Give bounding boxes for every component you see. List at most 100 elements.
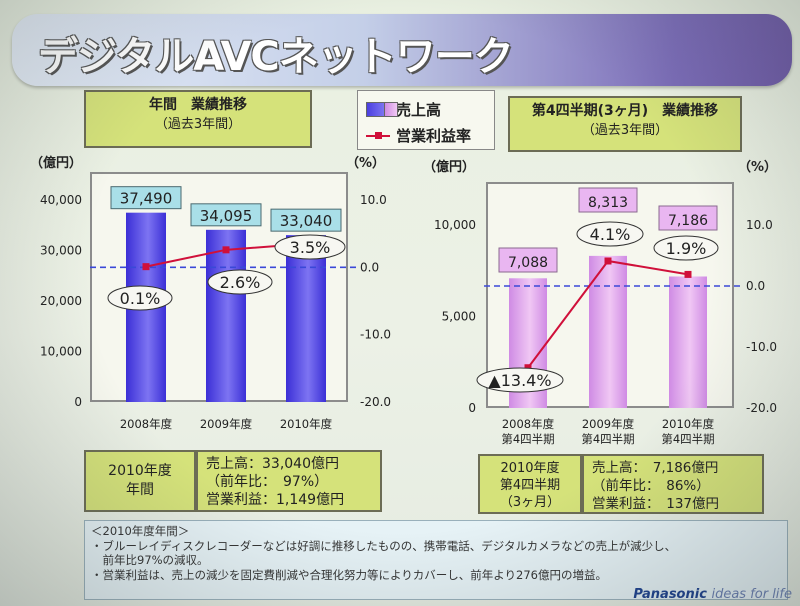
right-chart-yunit: （億円） [423,160,476,175]
q4-ytick-left: 5,000 [442,310,476,324]
q4-category-label: 第4四半期 [581,432,634,446]
annual-margin-ellipse [207,269,273,295]
q4-header: 第4四半期(3ヶ月) 業績推移 （過去3年間） [508,96,742,152]
q4-summary-yoy: （前年比： 86%） [592,478,710,494]
annual-header-title: 年間 業績推移 [149,97,247,113]
q4-ytick-right: -20.0 [746,401,777,415]
q4-ytick-right: 10.0 [746,218,773,232]
annual-ytick-left: 10,000 [40,345,82,359]
q4-margin-label: ▲13.4% [488,371,551,390]
q4-margin-ellipse [653,235,719,261]
legend-sales: 売上高 [366,99,441,120]
q4-header-title: 第4四半期(3ヶ月) 業績推移 [531,103,719,119]
annual-margin-label: 3.5% [290,238,331,257]
q4-margin-ellipse [576,221,644,247]
annual-header: 年間 業績推移 （過去3年間） [84,90,312,148]
annual-summary-period-line1: 2010年度 [108,463,172,479]
annual-ytick-right: 0.0 [360,260,379,274]
legend-sales-swatch [366,102,398,117]
annual-ytick-left: 30,000 [40,244,82,258]
annual-summary-detail: 売上高：33,040億円 （前年比： 97%） 営業利益：1,149億円 [196,450,382,512]
brand-logo: Panasonic ideas for life [633,587,792,602]
left-chart-y2unit: （%） [346,156,386,171]
annual-summary-sales: 売上高：33,040億円 [206,456,339,472]
q4-value-label: 7,186 [668,213,708,229]
q4-category-label: 第4四半期 [501,432,554,446]
annual-margin-point [222,246,230,254]
slide-title: デジタルAVCネットワーク [38,34,514,80]
q4-ytick-right: -10.0 [746,340,777,354]
annual-ytick-right: 10.0 [360,193,387,207]
q4-summary-sales: 売上高： 7,186億円 [592,460,719,476]
annual-margin-ellipse [107,285,173,311]
note-line1: ・ブルーレイディスクレコーダーなどは好調に推移したものの、携帯電話、デジタルカメ… [91,538,677,553]
annual-margin-point [142,263,150,271]
annual-value-box [190,203,262,227]
annual-notes: ＜2010年度年間＞ ・ブルーレイディスクレコーダーなどは好調に推移したものの、… [84,520,788,600]
q4-margin-point [604,257,612,265]
q4-bar [669,276,707,408]
q4-category-label: 2008年度 [502,417,555,431]
q4-category-label: 第4四半期 [661,432,714,446]
legend: 売上高 営業利益率 [357,90,495,150]
q4-category-label: 2009年度 [582,417,635,431]
annual-value-label: 33,040 [280,212,333,230]
note-line3: ・営業利益は、売上の減少を固定費削減や合理化努力等によりカバーし、前年より276… [91,567,607,582]
legend-margin-label: 営業利益率 [396,127,472,145]
annual-value-box [110,186,182,210]
brand-tagline: ideas for life [711,587,792,602]
title-banner [12,14,792,86]
q4-bar [589,255,627,408]
q4-summary-period-line3: （3ヶ月） [499,495,561,510]
annual-summary-profit: 営業利益：1,149億円 [206,492,345,508]
annual-bar [286,235,326,402]
annual-category-label: 2008年度 [120,417,173,431]
brand-name: Panasonic [633,587,707,602]
q4-margin-ellipse [476,367,564,393]
note-header: ＜2010年度年間＞ [91,524,190,538]
q4-value-box [658,205,718,231]
left-chart-yunit: （億円） [30,156,83,171]
q4-header-subtitle: （過去3年間） [581,123,669,138]
legend-sales-label: 売上高 [396,101,442,119]
q4-value-box [578,187,638,213]
q4-category-label: 2010年度 [662,417,715,431]
annual-summary-yoy: （前年比： 97%） [206,474,329,490]
right-chart-y2unit: （%） [738,160,778,175]
q4-margin-label: 1.9% [666,239,707,258]
annual-ytick-right: -10.0 [360,328,391,342]
q4-summary-profit: 営業利益： 137億円 [592,496,720,512]
annual-value-label: 37,490 [120,190,173,208]
annual-margin-label: 0.1% [120,289,161,308]
annual-value-box [270,208,342,232]
q4-margin-point [684,270,692,278]
annual-summary-period: 2010年度 年間 [84,450,196,512]
q4-ytick-right: 0.0 [746,279,765,293]
annual-ytick-left: 20,000 [40,294,82,308]
q4-ytick-left: 10,000 [434,218,476,232]
q4-summary-period-line2: 第4四半期 [499,478,561,493]
annual-ytick-right: -20.0 [360,395,391,409]
annual-value-label: 34,095 [200,207,253,225]
q4-value-label: 7,088 [508,255,548,271]
q4-value-box [498,247,558,273]
q4-summary-period-line1: 2010年度 [500,461,560,476]
annual-category-label: 2010年度 [280,417,333,431]
annual-category-label: 2009年度 [200,417,253,431]
annual-margin-ellipse [274,234,346,260]
annual-summary-period-line2: 年間 [126,482,154,498]
annual-bar [206,229,246,402]
q4-ytick-left: 0 [468,401,476,415]
annual-ytick-left: 40,000 [40,193,82,207]
q4-summary-detail: 売上高： 7,186億円 （前年比： 86%） 営業利益： 137億円 [582,454,764,514]
legend-margin-swatch [366,128,390,143]
legend-sales-swatch-q4 [384,102,398,117]
annual-ytick-left: 0 [74,395,82,409]
annual-margin-label: 2.6% [220,273,261,292]
q4-summary-period: 2010年度 第4四半期 （3ヶ月） [478,454,582,514]
legend-margin: 営業利益率 [366,125,471,146]
note-line2: 前年比97%の減収。 [91,553,209,567]
q4-margin-label: 4.1% [590,225,631,244]
